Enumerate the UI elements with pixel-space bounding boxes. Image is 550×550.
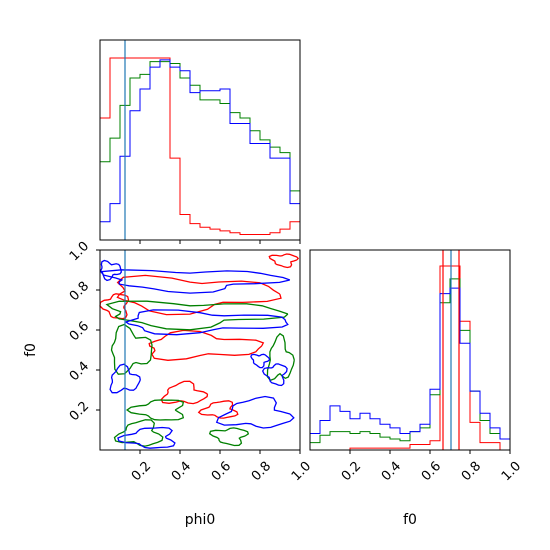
joint-ytick-label-3: 0.8 (67, 279, 92, 304)
joint-xtick-label-3: 0.8 (249, 459, 274, 484)
x-axis-label-phi0: phi0 (185, 512, 216, 528)
f0-xtick-label-4: 1.0 (499, 459, 524, 484)
contour-blue-15 (215, 395, 295, 429)
contour-blue-14 (109, 363, 141, 394)
contour-red-5 (268, 253, 300, 269)
joint-ytick-label-4: 1.0 (67, 239, 92, 264)
contour-red-2 (160, 380, 209, 405)
contour-red-4 (99, 293, 130, 320)
joint-ytick-label-1: 0.4 (67, 359, 92, 384)
f0-xtick-label-0: 0.2 (339, 459, 364, 484)
joint-frame (99, 249, 301, 451)
contour-green-11 (208, 427, 250, 447)
contour-green-6 (105, 300, 289, 331)
phi0-f0-contour-panel: 0.2 0.4 0.6 0.8 1.0 0.2 0.4 0.6 0.8 1.0 (67, 239, 314, 484)
phi0-hist-series-red (100, 57, 300, 236)
phi0-hist-series-blue (100, 59, 300, 223)
f0-histogram: 0.2 0.4 0.6 0.8 1.0 (309, 249, 524, 484)
contour-green-7 (110, 323, 153, 375)
contour-green-9 (113, 419, 164, 447)
contour-green-10 (125, 399, 185, 421)
f0-hist-series-green (310, 278, 510, 444)
f0-hist-series-blue (310, 287, 510, 440)
joint-xtick-label-4: 1.0 (289, 459, 314, 484)
contour-red-0 (116, 274, 282, 316)
phi0-histogram (99, 39, 301, 244)
contour-blue-18 (250, 353, 271, 369)
joint-ytick-label-0: 0.2 (67, 399, 92, 424)
contour-blue-16 (117, 426, 176, 449)
joint-xtick-label-1: 0.4 (169, 459, 194, 484)
joint-xtick-label-2: 0.6 (209, 459, 234, 484)
contour-blue-19 (100, 259, 122, 282)
f0-xtick-label-3: 0.8 (459, 459, 484, 484)
contour-blue-13 (124, 309, 289, 336)
contour-red-1 (148, 329, 265, 361)
joint-xtick-label-0: 0.2 (129, 459, 154, 484)
f0-xtick-label-2: 0.6 (419, 459, 444, 484)
contour-red-3 (197, 400, 239, 419)
y-axis-label-f0: f0 (23, 343, 39, 357)
f0-hist-series-red (310, 265, 510, 451)
f0-hist-frame (309, 249, 511, 451)
contour-green-8 (266, 332, 295, 382)
phi0-hist-frame (99, 39, 301, 241)
joint-ytick-label-2: 0.6 (67, 319, 92, 344)
x-axis-label-f0: f0 (403, 512, 417, 528)
contour-blue-17 (261, 363, 288, 387)
f0-xtick-label-1: 0.4 (379, 459, 404, 484)
contour-blue-12 (101, 269, 291, 294)
